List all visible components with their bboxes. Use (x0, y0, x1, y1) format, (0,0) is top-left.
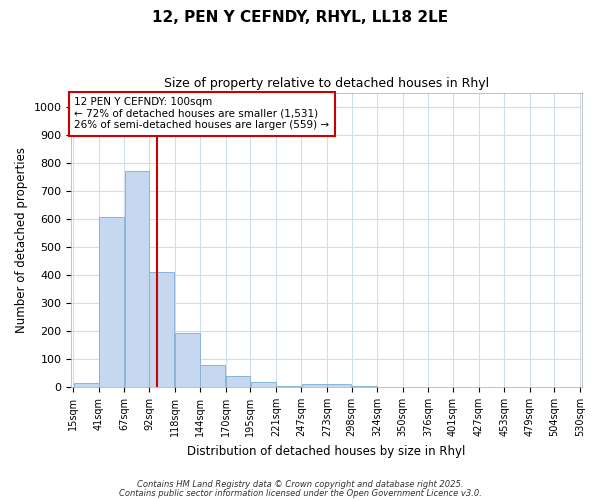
Title: Size of property relative to detached houses in Rhyl: Size of property relative to detached ho… (164, 78, 489, 90)
Bar (99, 217, 124, 387)
Bar (352, 386, 377, 387)
Bar (74, 383, 98, 387)
Bar (226, 376, 250, 387)
Y-axis label: Number of detached properties: Number of detached properties (15, 147, 28, 333)
Bar (251, 382, 275, 387)
Bar (276, 386, 301, 387)
Text: Contains public sector information licensed under the Open Government Licence v3: Contains public sector information licen… (119, 489, 481, 498)
Bar (175, 334, 200, 387)
Bar (125, 172, 149, 387)
Text: Contains HM Land Registry data © Crown copyright and database right 2025.: Contains HM Land Registry data © Crown c… (137, 480, 463, 489)
Bar (200, 365, 226, 387)
Text: 12, PEN Y CEFNDY, RHYL, LL18 2LE: 12, PEN Y CEFNDY, RHYL, LL18 2LE (152, 10, 448, 25)
Bar (302, 384, 327, 387)
Text: 12 PEN Y CEFNDY: 100sqm
← 72% of detached houses are smaller (1,531)
26% of semi: 12 PEN Y CEFNDY: 100sqm ← 72% of detache… (74, 98, 329, 130)
Bar (149, 272, 175, 387)
X-axis label: Distribution of detached houses by size in Rhyl: Distribution of detached houses by size … (187, 444, 466, 458)
Bar (327, 384, 352, 387)
